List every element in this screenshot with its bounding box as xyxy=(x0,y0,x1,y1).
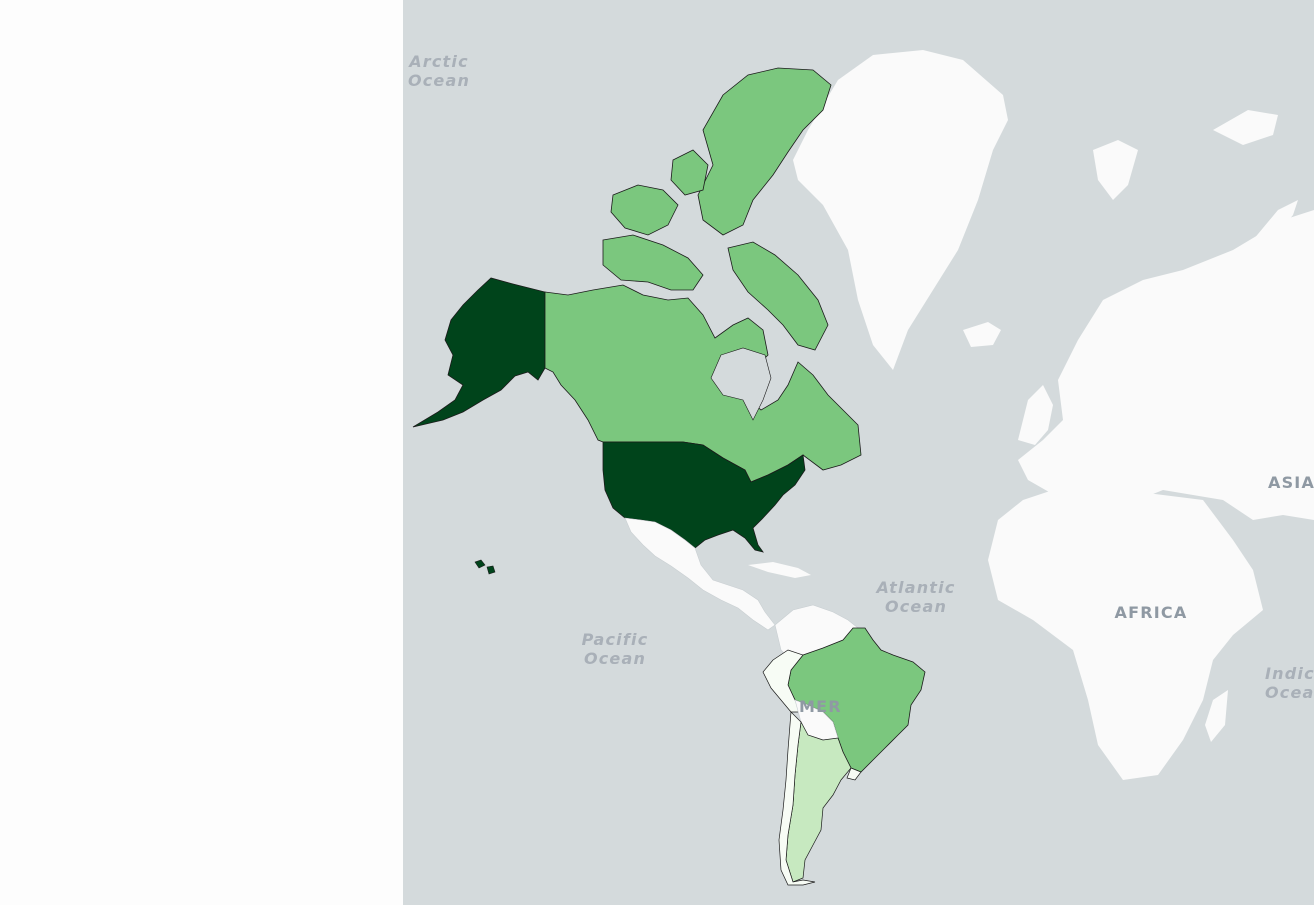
world-map[interactable]: Arctic Ocean Atlantic Ocean Pacific Ocean I… xyxy=(403,0,1314,905)
greenland-land xyxy=(793,50,1008,370)
madagascar-land xyxy=(1205,690,1228,742)
label-pacific-ocean: Pacific Ocean xyxy=(581,630,649,668)
scandinavia-land xyxy=(1083,285,1193,405)
region-canada-islands-mid[interactable] xyxy=(670,149,709,196)
region-uruguay[interactable] xyxy=(846,767,862,781)
label-asia: ASIA xyxy=(1268,473,1314,492)
britain-land xyxy=(1018,385,1053,445)
franz-josef-land xyxy=(1213,110,1278,145)
caribbean-land xyxy=(748,562,811,578)
label-america-fragment: MER xyxy=(799,697,842,716)
africa-land xyxy=(988,485,1263,780)
region-chile[interactable] xyxy=(778,711,816,886)
eurasia-land xyxy=(1018,210,1314,520)
label-arctic-ocean: Arctic Ocean xyxy=(407,52,471,90)
region-canada-islands-west[interactable] xyxy=(610,184,679,236)
mexico-land xyxy=(624,517,776,631)
region-canada-ellesmere[interactable] xyxy=(697,67,832,236)
region-canada-baffin[interactable] xyxy=(727,241,829,351)
label-indian-ocean: Indic Ocea xyxy=(1265,664,1314,702)
region-hawaii[interactable] xyxy=(474,559,496,575)
region-canada-arctic-islands[interactable] xyxy=(602,234,704,291)
label-atlantic-ocean: Atlantic Ocean xyxy=(876,578,956,616)
novaya-zemlya xyxy=(1238,200,1298,280)
side-panel xyxy=(0,0,403,905)
iceland-land xyxy=(963,322,1001,347)
map-canvas[interactable] xyxy=(403,0,1314,905)
svalbard-land xyxy=(1093,140,1138,200)
region-alaska[interactable] xyxy=(412,277,546,428)
hudson-bay xyxy=(710,347,772,421)
label-africa: AFRICA xyxy=(1114,603,1188,622)
